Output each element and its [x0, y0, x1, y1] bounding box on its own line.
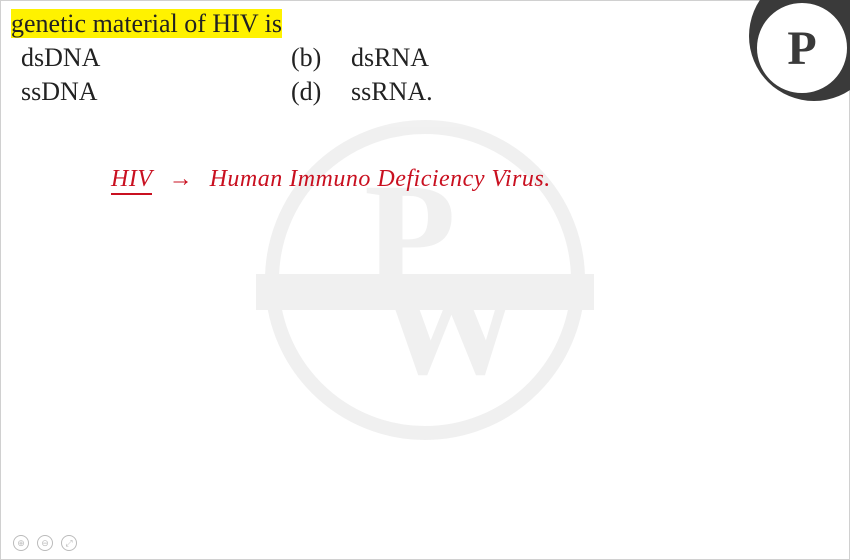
question-block: genetic material of HIV is dsDNA (b) dsR…: [1, 1, 849, 107]
arrow-icon: →: [169, 166, 194, 192]
watermark-bar: [256, 274, 595, 310]
corner-badge-letter: P: [787, 21, 816, 76]
option-d-label: (d): [291, 77, 351, 107]
option-b-text: dsRNA: [351, 43, 429, 73]
handwritten-note: HIV → Human Immuno Deficiency Virus.: [111, 166, 551, 193]
option-d-text: ssRNA.: [351, 77, 433, 107]
handwritten-expansion: Human Immuno Deficiency Virus.: [210, 166, 551, 192]
zoom-in-icon[interactable]: ⊕: [13, 535, 29, 551]
options-row-1: dsDNA (b) dsRNA: [11, 43, 849, 73]
fullscreen-icon[interactable]: ⤢: [61, 535, 77, 551]
zoom-out-icon[interactable]: ⊖: [37, 535, 53, 551]
option-c-text: ssDNA: [11, 77, 291, 107]
option-a-text: dsDNA: [11, 43, 291, 73]
option-b-label: (b): [291, 43, 351, 73]
handwritten-term: HIV: [111, 166, 152, 195]
question-text: genetic material of HIV is: [11, 9, 282, 38]
bottom-controls: ⊕ ⊖ ⤢: [13, 535, 77, 551]
corner-badge-inner: P: [757, 3, 847, 93]
options-row-2: ssDNA (d) ssRNA.: [11, 77, 849, 107]
